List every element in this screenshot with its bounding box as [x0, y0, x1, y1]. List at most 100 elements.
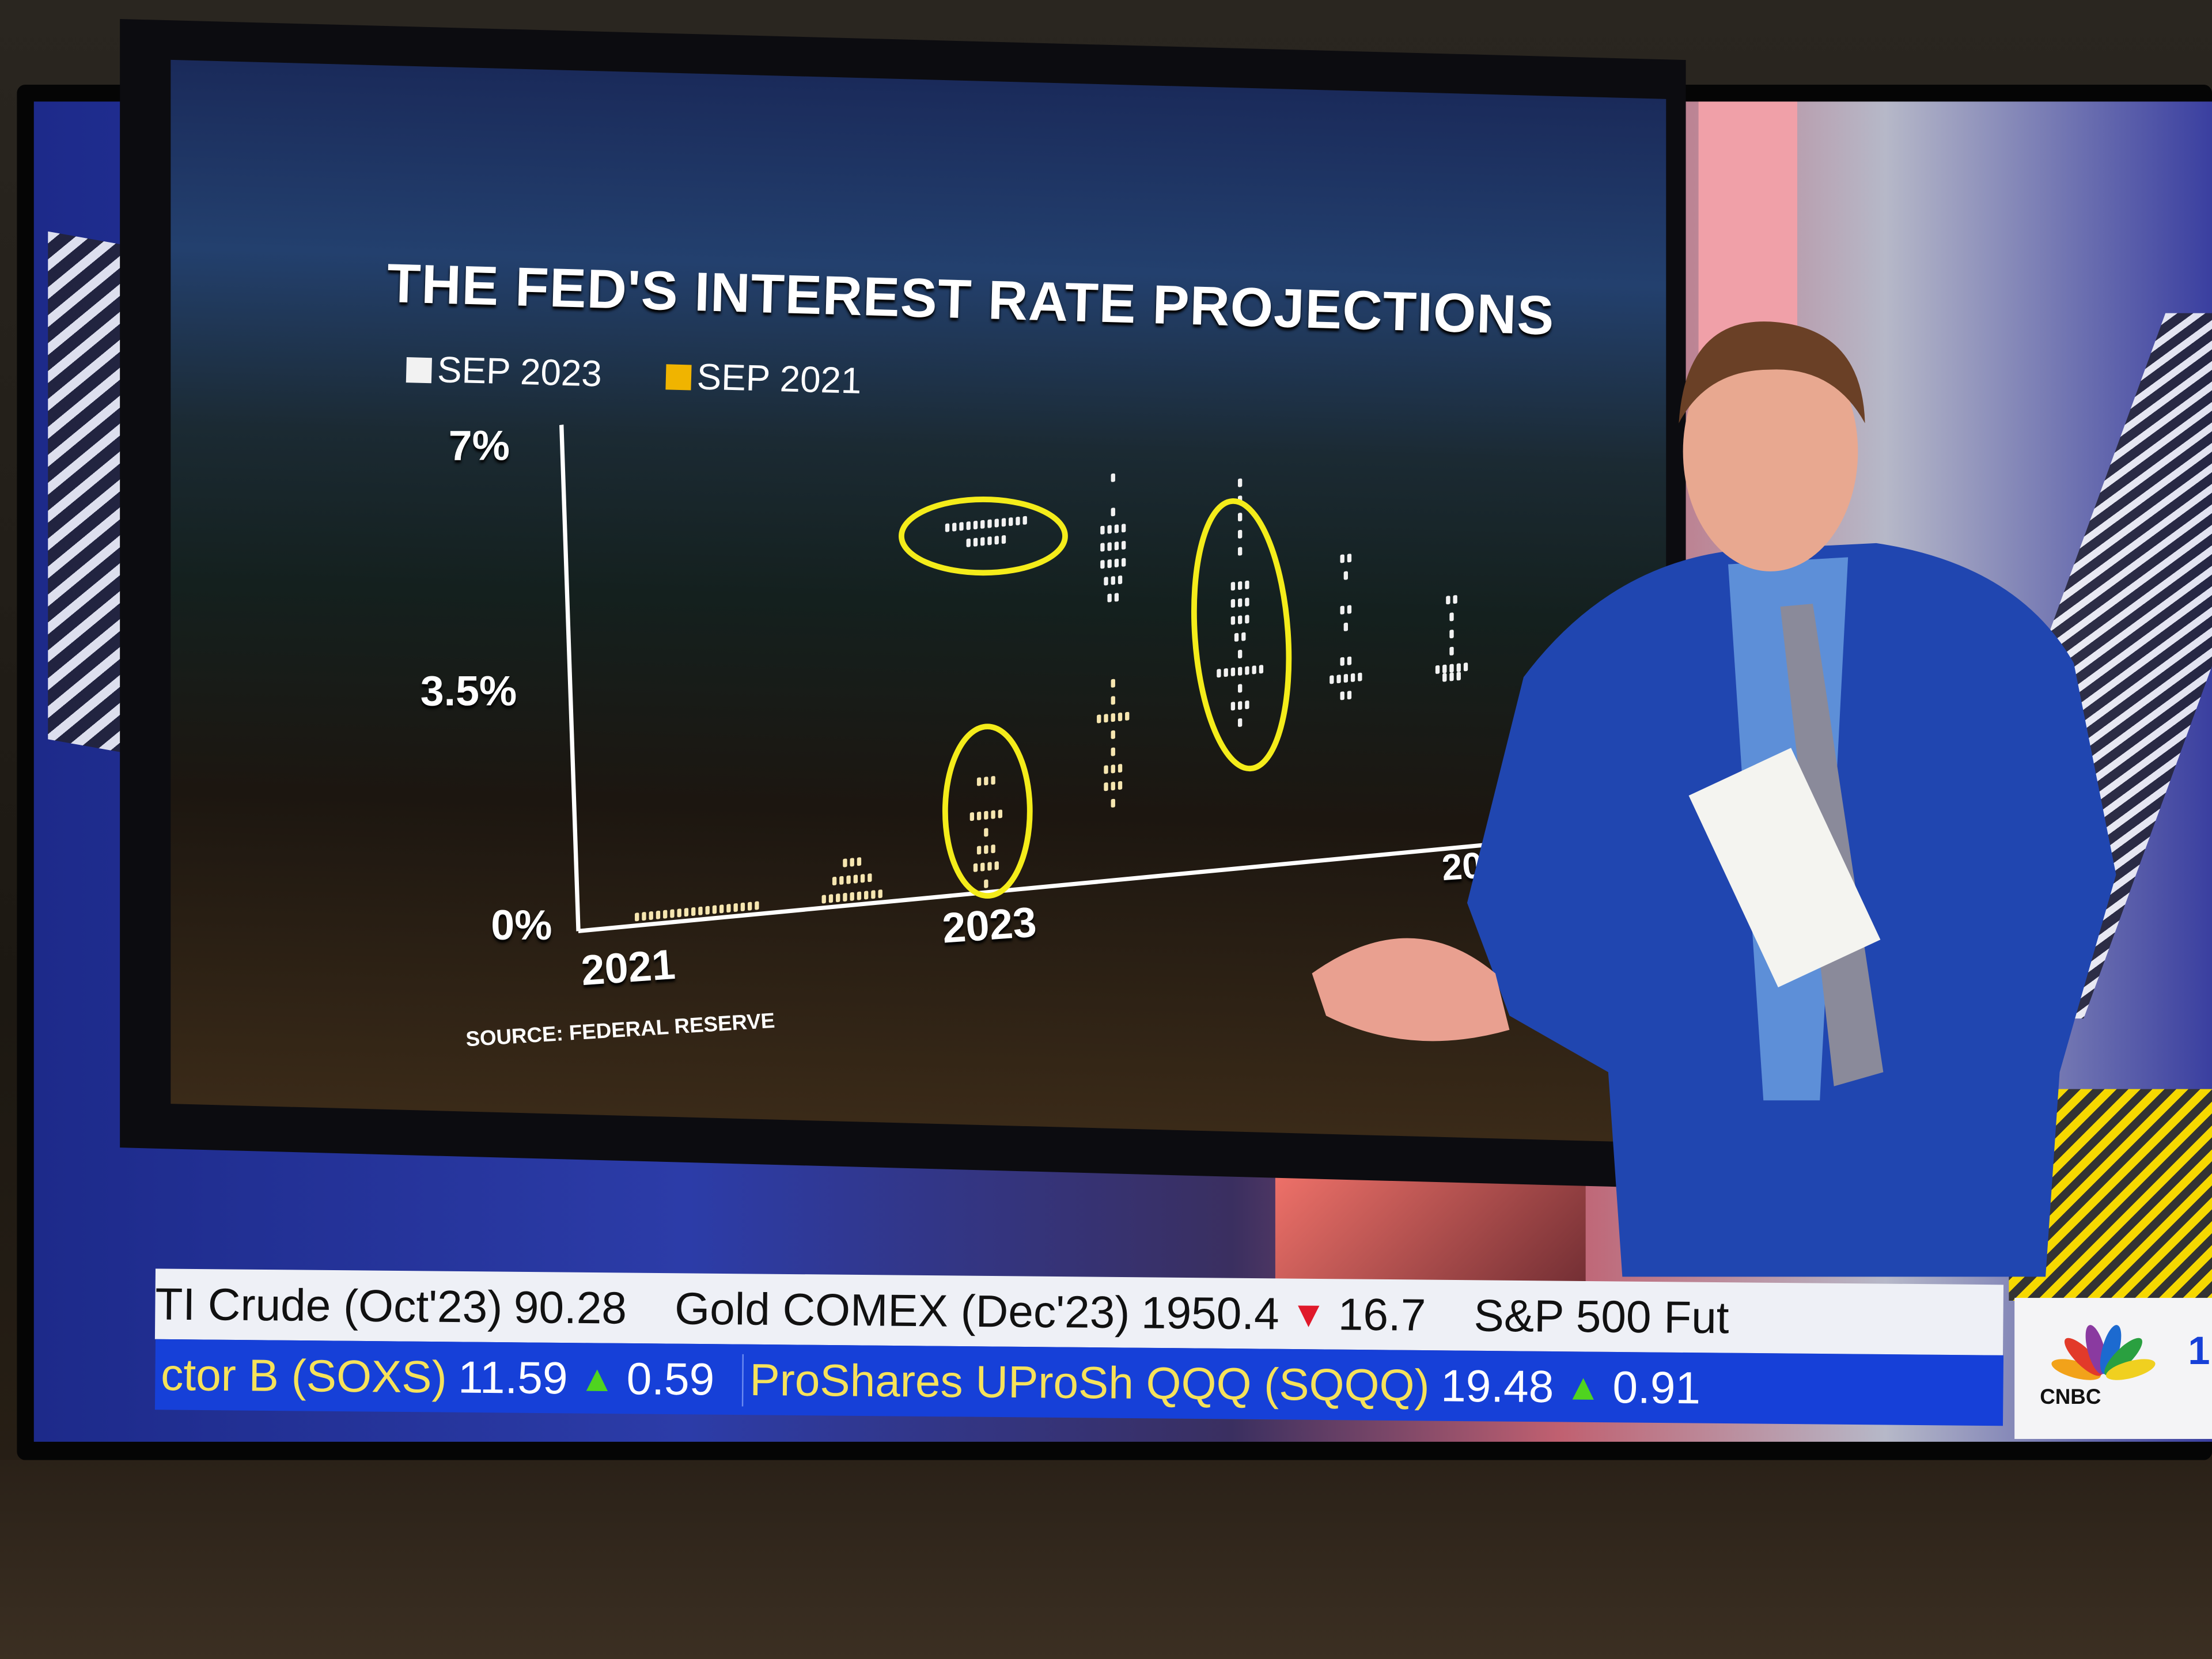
dot-sep-2023 [1259, 665, 1264, 674]
dot-sep-2023 [1107, 525, 1112, 534]
dot-sep-2023 [1343, 674, 1349, 683]
dot-sep-2023 [1245, 615, 1249, 624]
dot-sep-2023 [1230, 599, 1236, 608]
dot-sep-2021 [843, 893, 847, 902]
dot-sep-2021 [1104, 714, 1108, 723]
dot-sep-2023 [1340, 605, 1344, 615]
peacock-feather [2100, 1325, 2122, 1374]
dot-sep-2021 [677, 908, 681, 918]
dot-sep-2023 [1449, 646, 1454, 656]
dot-sep-2021 [984, 845, 988, 854]
dot-sep-2021 [1111, 747, 1115, 756]
ticker-item[interactable]: Gold COMEX (Dec'23) 1950.4 ▼ 16.7 [675, 1282, 1426, 1341]
up-arrow-icon: ▲ [578, 1356, 616, 1399]
dot-sep-2023 [994, 518, 999, 528]
dot-sep-2023 [1009, 517, 1013, 527]
dot-sep-2021 [1118, 713, 1123, 721]
ticker-item[interactable]: S&P 500 Fut [1474, 1289, 1729, 1343]
dot-sep-2023 [1237, 718, 1243, 727]
dot-sep-2021 [857, 857, 862, 866]
dot-sep-2023 [1230, 582, 1236, 591]
dot-sep-2021 [991, 844, 995, 854]
dot-sep-2021 [698, 906, 703, 915]
ticker-symbol: TI Crude (Oct'23) [155, 1278, 503, 1332]
presenter-hair [1679, 321, 1865, 423]
dot-sep-2023 [973, 521, 978, 529]
dot-sep-2023 [966, 521, 971, 531]
ticker-price: 90.28 [513, 1281, 627, 1333]
presenter-head [1683, 331, 1858, 571]
ticker-item[interactable]: TI Crude (Oct'23) 90.28 [155, 1278, 627, 1334]
up-arrow-icon: ▲ [1565, 1365, 1602, 1408]
dot-sep-2021 [984, 777, 988, 786]
dot-sep-2023 [1237, 615, 1243, 624]
dot-sep-2021 [868, 873, 872, 882]
presenter-notes [1688, 748, 1881, 988]
ticker-item[interactable]: ctor B (SOXS) 11.59 ▲ 0.59 [155, 1349, 743, 1406]
down-arrow-icon: ▼ [1290, 1291, 1327, 1335]
dot-sep-2023 [1340, 657, 1344, 666]
dot-sep-2021 [984, 810, 988, 820]
ticker-symbol: ctor B (SOXS) [160, 1348, 448, 1402]
ticker-item[interactable]: ProShares UProSh QQQ (SQQQ) 19.48 ▲ 0.91 [742, 1353, 1729, 1415]
dot-sep-2021 [828, 894, 834, 903]
dot-sep-2021 [712, 905, 717, 914]
y-tick-label: 0% [491, 903, 552, 950]
tv-stand [0, 1460, 2212, 1659]
dot-sep-2023 [1340, 691, 1344, 700]
dot-sep-2023 [980, 520, 985, 529]
peacock-feather [2104, 1338, 2142, 1376]
dot-sep-2023 [1111, 507, 1115, 517]
dot-sep-2021 [755, 901, 759, 910]
dot-sep-2021 [850, 892, 854, 901]
dot-sep-2023 [1100, 560, 1105, 569]
dot-sep-2023 [1237, 684, 1243, 693]
dot-sep-2021 [747, 902, 752, 911]
ticker-price: 11.59 [457, 1351, 568, 1403]
dot-sep-2021 [642, 912, 646, 921]
dot-sep-2023 [1121, 541, 1126, 550]
dot-sep-2021 [846, 875, 851, 884]
dot-sep-2023 [1114, 558, 1119, 567]
dot-sep-2021 [839, 876, 844, 885]
dot-sep-2023 [1237, 529, 1243, 539]
dot-sep-2021 [1125, 711, 1130, 721]
ticker-side-text: 1 [2188, 1328, 2210, 1373]
dot-sep-2021 [853, 874, 858, 884]
dot-sep-2023 [1347, 691, 1352, 700]
dot-sep-2021 [1111, 679, 1115, 688]
dot-sep-2021 [821, 895, 826, 904]
y-axis [559, 425, 581, 931]
dot-sep-2021 [976, 777, 982, 786]
dot-sep-2021 [998, 809, 1003, 819]
dot-sep-2023 [1111, 576, 1115, 585]
peacock-feather [2106, 1359, 2156, 1380]
dot-sep-2023 [994, 536, 999, 545]
dot-sep-2021 [1111, 798, 1115, 808]
dot-sep-2023 [1350, 673, 1355, 682]
dot-sep-2023 [987, 536, 992, 546]
dot-sep-2021 [991, 810, 995, 819]
dot-sep-2021 [991, 776, 995, 785]
dot-sep-2021 [994, 861, 999, 870]
dot-sep-2023 [1121, 558, 1126, 567]
annotation-circle [1191, 498, 1292, 772]
dot-sep-2023 [1330, 675, 1334, 684]
ticker-symbol: Gold COMEX (Dec'23) [674, 1282, 1130, 1338]
dot-sep-2023 [1435, 665, 1440, 674]
dot-sep-2023 [1016, 517, 1020, 525]
dot-sep-2023 [1237, 650, 1243, 658]
dot-sep-2023 [1442, 673, 1447, 682]
dot-sep-2023 [1245, 580, 1249, 589]
dot-sep-2021 [860, 874, 865, 883]
dot-sep-2023 [1237, 478, 1243, 487]
dot-sep-2021 [635, 912, 639, 922]
dot-sep-2023 [1217, 669, 1221, 678]
dot-sep-2023 [1456, 663, 1461, 672]
dot-sep-2023 [1114, 524, 1119, 533]
dot-sep-2023 [945, 523, 950, 532]
dot-sep-2023 [1234, 632, 1239, 642]
dot-sep-2021 [843, 858, 847, 868]
dot-sep-2021 [684, 908, 689, 917]
